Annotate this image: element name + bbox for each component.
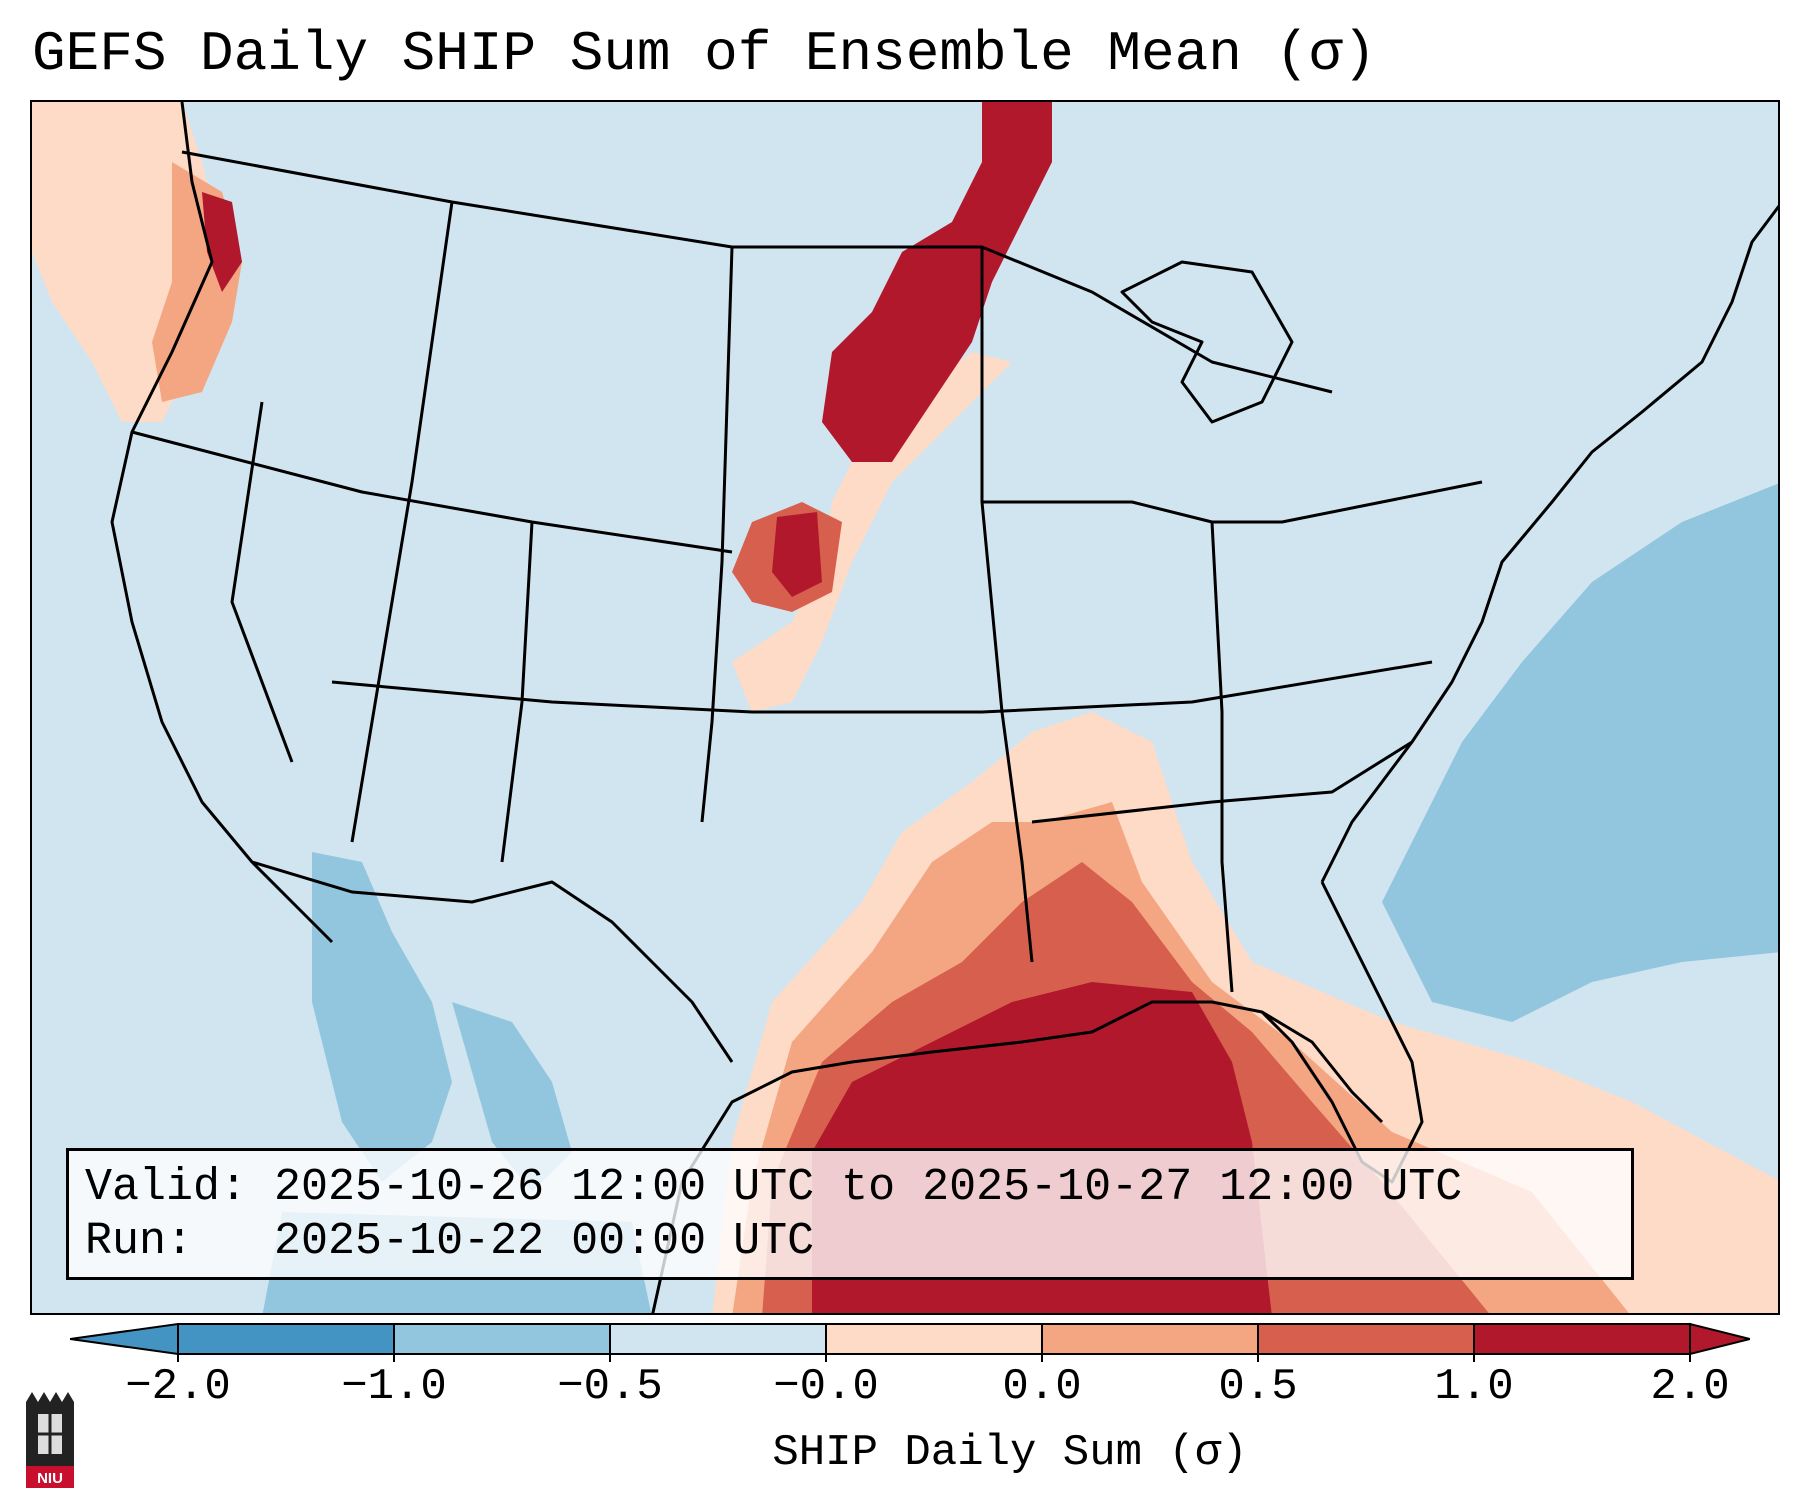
colorbar-extend-high xyxy=(1689,1322,1750,1356)
tick-label-5: 0.5 xyxy=(1218,1362,1298,1412)
valid-line: Valid: 2025-10-26 12:00 UTC to 2025-10-2… xyxy=(85,1161,1631,1215)
dakota-anomaly-max xyxy=(822,102,1052,462)
tick-label-0: −2.0 xyxy=(125,1362,231,1412)
colorbar-segment-6 xyxy=(1474,1324,1690,1354)
state-line-4 xyxy=(331,660,1433,714)
us-west-coast xyxy=(110,102,334,944)
valid-value: 2025-10-26 12:00 UTC to 2025-10-27 12:00… xyxy=(274,1162,1463,1213)
state-line-1 xyxy=(350,201,454,843)
colorbar-segment-1 xyxy=(394,1324,610,1354)
mexico-border xyxy=(251,860,734,1063)
run-label: Run: xyxy=(85,1216,194,1267)
map-canvas xyxy=(32,102,1778,1313)
colorbar-segment-5 xyxy=(1258,1324,1474,1354)
valid-label: Valid: xyxy=(85,1162,248,1213)
state-line-9 xyxy=(500,521,534,863)
baja-negative-anomaly xyxy=(312,852,452,1182)
tick-label-4: 0.0 xyxy=(1002,1362,1082,1412)
run-line: Run: 2025-10-22 00:00 UTC xyxy=(85,1215,1631,1269)
nebraska-anomaly-max xyxy=(772,512,822,597)
state-line-7 xyxy=(1210,521,1234,993)
chart-title: GEFS Daily SHIP Sum of Ensemble Mean (σ) xyxy=(32,22,1377,86)
colorbar-segment-4 xyxy=(1042,1324,1258,1354)
colorbar-segment-2 xyxy=(610,1324,826,1354)
state-line-3 xyxy=(700,246,734,823)
gulf-coast xyxy=(651,1000,1384,1313)
tick-label-6: 1.0 xyxy=(1434,1362,1514,1412)
state-line-2 xyxy=(131,430,733,554)
plains-anomaly-light xyxy=(732,352,1012,712)
pacific-nw-anomaly-max xyxy=(202,192,242,292)
colorbar-segment-3 xyxy=(826,1324,1042,1354)
tick-label-1: −1.0 xyxy=(341,1362,447,1412)
state-line-5 xyxy=(980,247,1034,963)
logo-badge xyxy=(26,1466,74,1488)
colorbar-segment-0 xyxy=(178,1324,394,1354)
great-lakes xyxy=(1120,260,1294,424)
colorbar-label: SHIP Daily Sum (σ) xyxy=(772,1428,1248,1478)
tick-label-3: −0.0 xyxy=(773,1362,879,1412)
validity-info-box: Valid: 2025-10-26 12:00 UTC to 2025-10-2… xyxy=(66,1148,1634,1280)
map-panel xyxy=(30,100,1780,1315)
niu-logo-icon: NIU xyxy=(26,1392,74,1488)
run-value: 2025-10-22 00:00 UTC xyxy=(274,1216,815,1267)
mexico-negative-anomaly xyxy=(452,1002,572,1192)
logo-text: NIU xyxy=(37,1470,63,1487)
state-line-8 xyxy=(1031,740,1413,824)
colorbar xyxy=(70,1322,1750,1362)
state-line-6 xyxy=(982,480,1483,524)
tick-label-2: −0.5 xyxy=(557,1362,663,1412)
colorbar-extend-low xyxy=(70,1322,179,1356)
state-line-10 xyxy=(230,401,294,763)
tick-label-7: 2.0 xyxy=(1650,1362,1730,1412)
atlantic-negative-anomaly xyxy=(1382,483,1778,1022)
